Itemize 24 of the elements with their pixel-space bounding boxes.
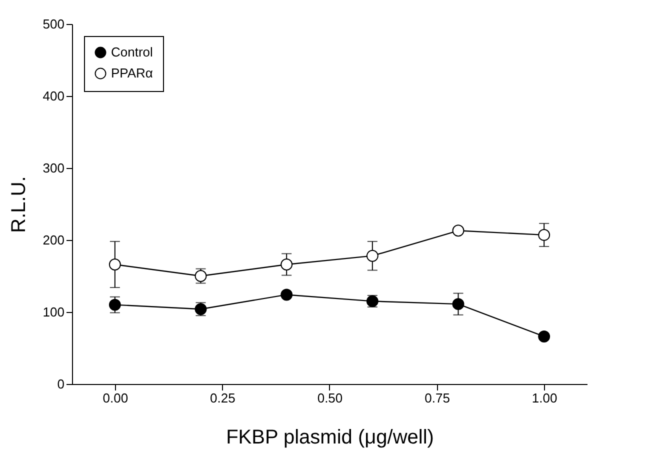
x-tick-label: 0.00 (102, 390, 128, 406)
y-axis-title: R.L.U. (8, 176, 30, 233)
y-tick-label: 300 (42, 160, 64, 176)
x-tick-label: 1.00 (532, 390, 558, 406)
point (538, 228, 550, 241)
x-tick-label: 0.25 (210, 390, 236, 406)
point (538, 330, 550, 342)
y-tick-label: 400 (42, 88, 64, 104)
x-tick-label: 0.75 (424, 390, 450, 406)
point (108, 298, 121, 311)
x-tick-label: 0.50 (317, 390, 343, 406)
y-tick-label: 0 (57, 376, 64, 392)
point (280, 258, 293, 270)
point (280, 288, 293, 301)
y-tick-label: 500 (42, 16, 64, 32)
point (108, 258, 121, 270)
point (366, 250, 378, 262)
legend-label: PPARα (111, 66, 154, 80)
point (452, 224, 464, 237)
y-tick-label: 200 (42, 232, 64, 248)
legend-label: Control (111, 44, 154, 60)
x-axis-title: FKBP plasmid (μg/well) (226, 426, 434, 448)
y-tick-label: 100 (42, 304, 64, 320)
point (452, 298, 464, 310)
